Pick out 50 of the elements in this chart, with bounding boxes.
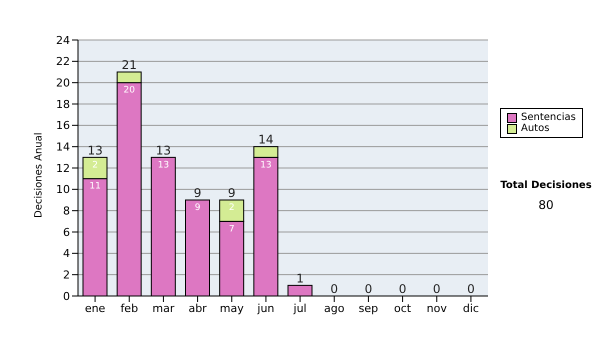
legend-label: Sentencias [521,112,576,123]
total-label: 13 [156,143,172,158]
x-tick-label: jul [292,302,307,315]
x-tick-label: abr [188,302,208,315]
data-label: 13 [158,160,170,170]
x-tick-label: nov [426,302,448,315]
legend-label: Autos [521,123,550,134]
total-label: 0 [398,282,406,296]
total-label: 21 [122,58,137,72]
data-label: 2 [92,160,98,170]
x-tick-label: feb [120,302,138,315]
y-tick-label: 24 [56,34,70,47]
x-tick-label: ene [84,302,106,315]
total-label: 0 [330,282,338,296]
y-tick-label: 16 [56,119,70,132]
total-label: 0 [364,282,372,296]
y-tick-label: 8 [63,204,70,218]
text: Total Decisiones [499,180,593,191]
total-label: 0 [467,282,475,296]
total-label: 0 [432,282,441,296]
x-tick-label: dic [462,302,479,315]
y-tick-label: 4 [63,247,70,260]
y-tick-label: 14 [56,140,70,154]
data-label: 11 [89,182,101,192]
x-tick-label: jun [256,302,274,315]
x-tick-label: ago [324,302,345,315]
y-tick-label: 2 [63,268,70,282]
data-label: 2 [228,203,235,213]
total-label: 14 [258,132,274,147]
y-tick-label: 0 [63,290,70,303]
total-label: 13 [87,143,103,158]
y-tick-label: 22 [56,55,70,68]
x-tick-label: sep [358,302,378,315]
x-tick-label: mar [152,302,175,315]
y-tick-label: 20 [56,76,70,90]
y-tick-label: 12 [56,162,70,175]
data-label: 13 [260,160,272,170]
data-label: 7 [228,224,235,234]
y-tick-label: 6 [63,226,70,239]
y-tick-label: 18 [56,98,70,111]
y-tick-label: 10 [56,183,70,196]
text: 80 [537,198,555,212]
x-tick-label: oct [394,302,412,315]
y-axis-title: Decisiones Anual [34,132,45,218]
total-label: 9 [194,186,202,200]
data-label: 9 [194,203,201,213]
x-tick-label: may [220,302,244,315]
data-label: 20 [124,86,136,96]
total-label: 9 [228,186,236,200]
total-label: 1 [296,271,304,286]
